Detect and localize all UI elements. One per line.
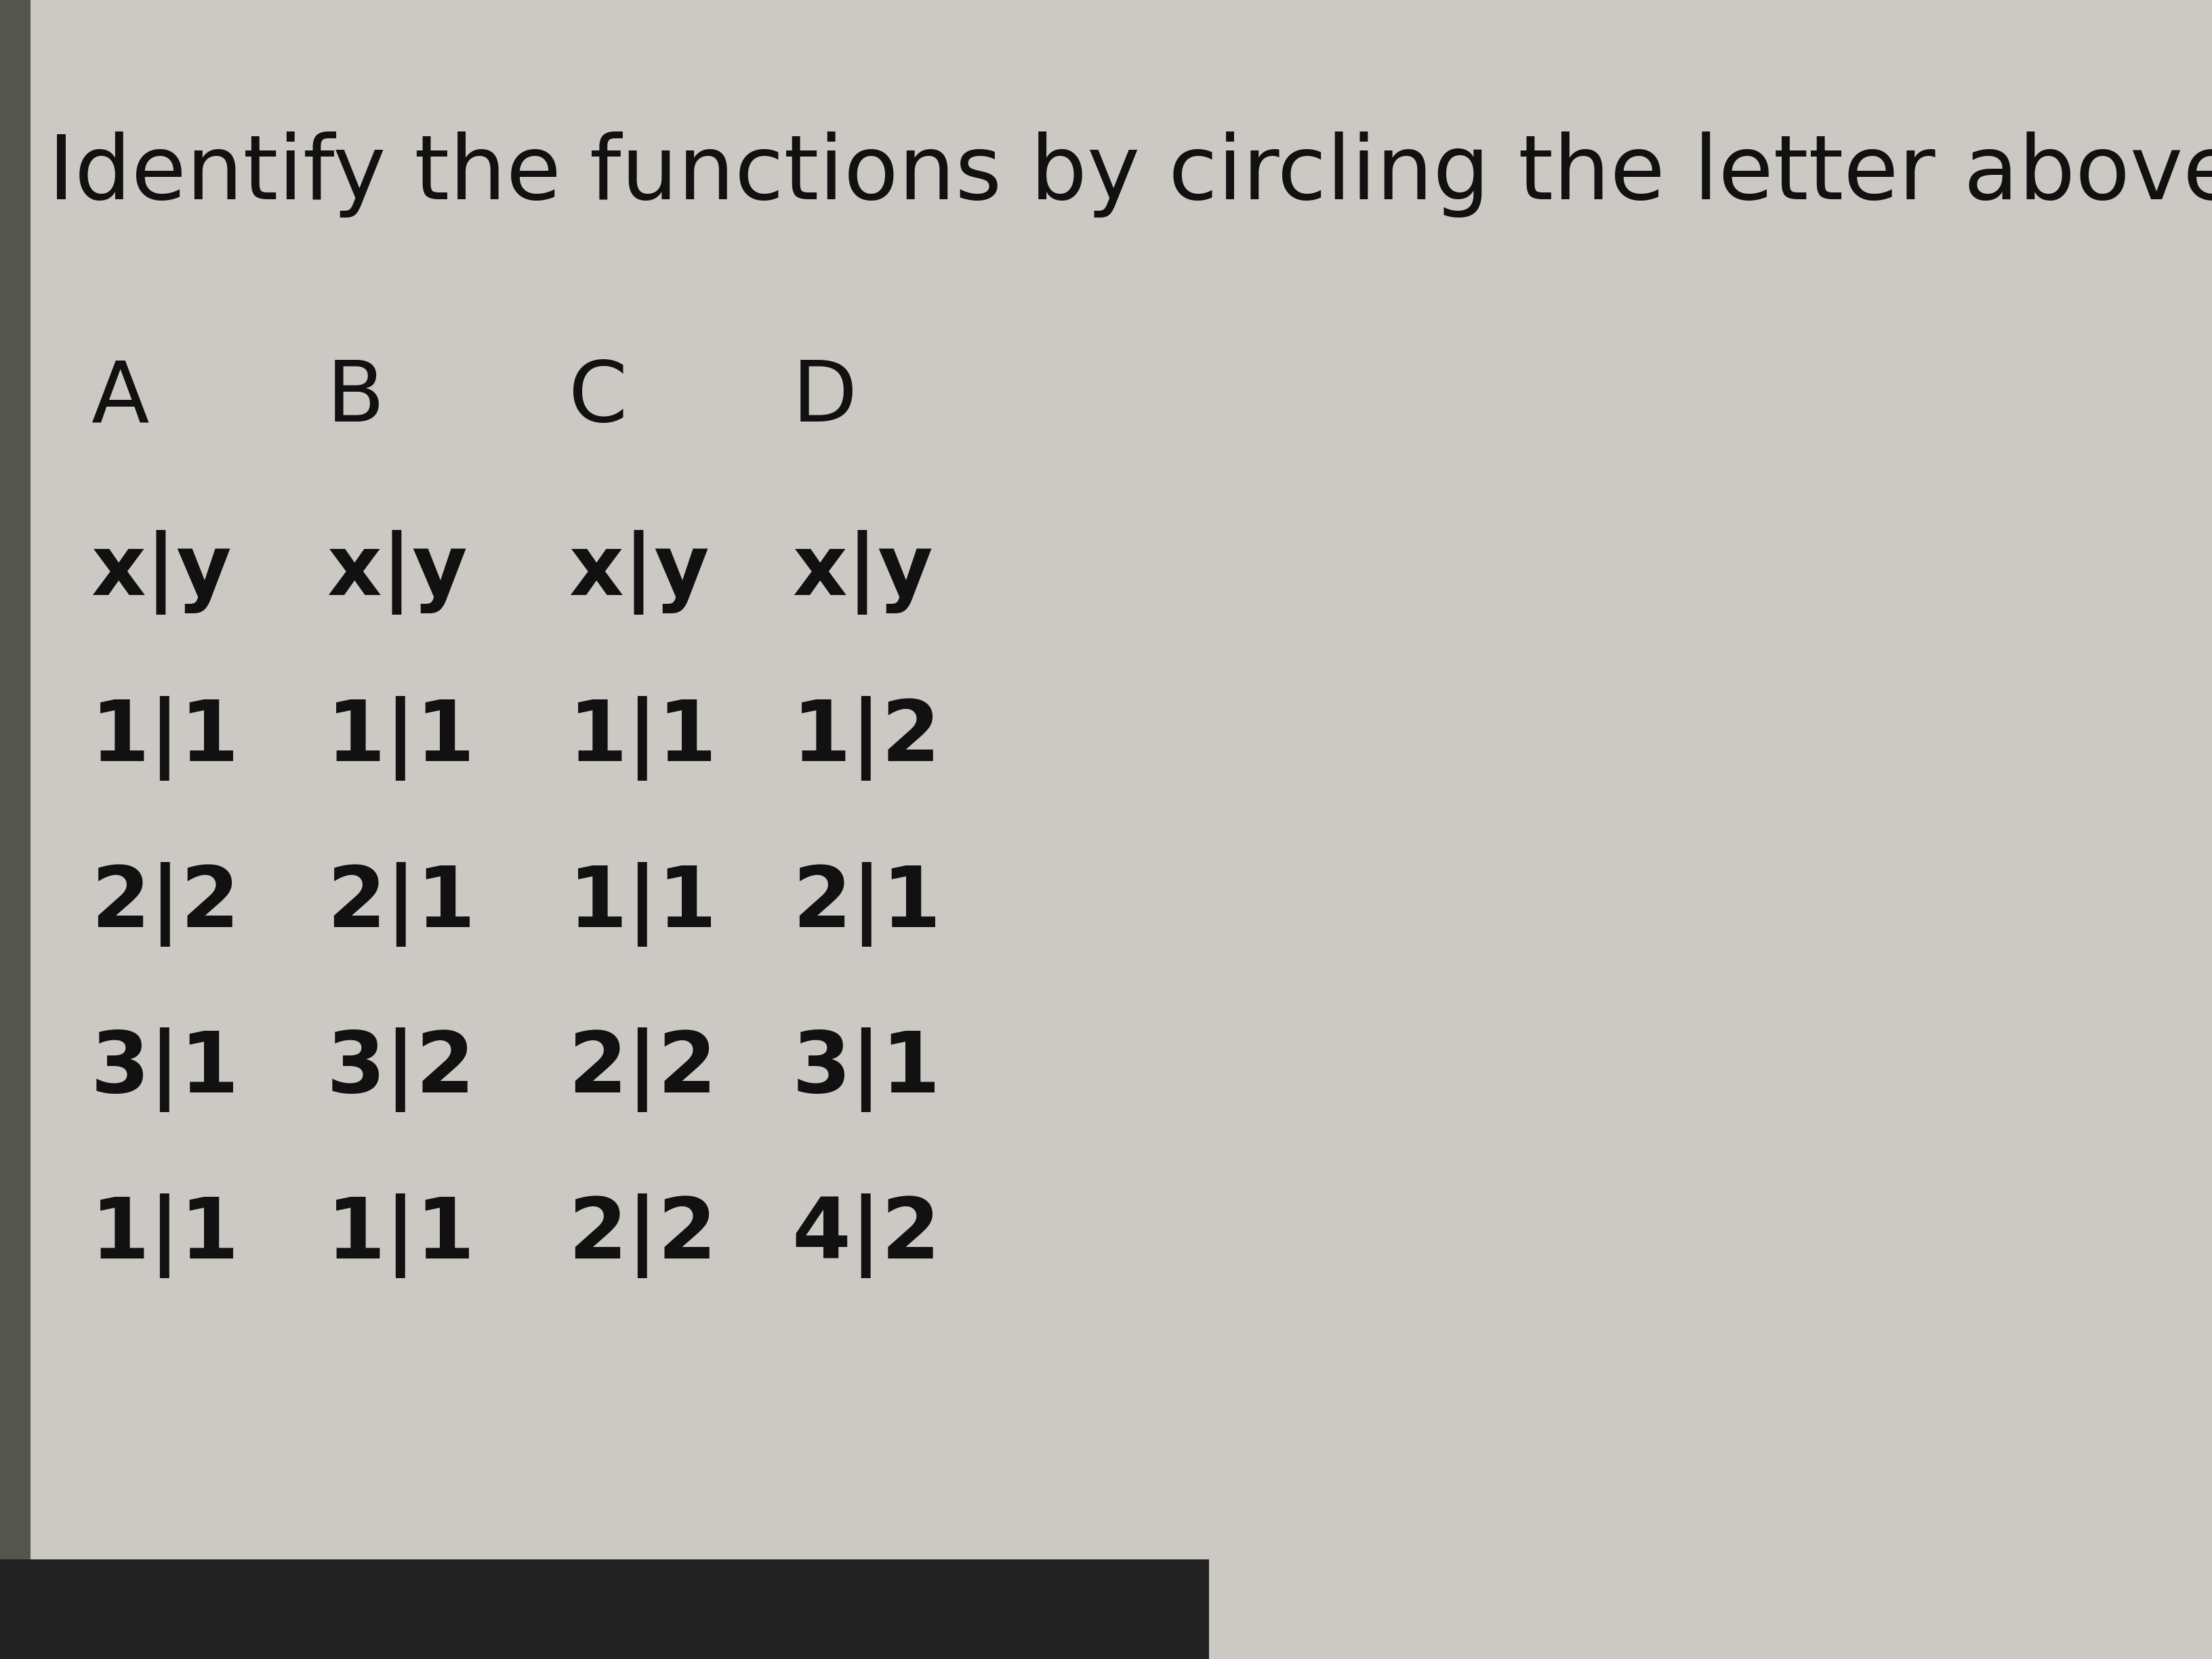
Text: C: C (568, 357, 628, 440)
Text: x|y: x|y (91, 529, 232, 615)
Bar (0, 0, 31, 1659)
Bar (0, 1559, 1210, 1659)
Text: x|y: x|y (568, 529, 710, 615)
Text: B: B (327, 357, 385, 440)
Text: Identify the functions by circling the letter above the table.: Identify the functions by circling the l… (49, 131, 2212, 217)
Text: 3|2: 3|2 (327, 1027, 476, 1113)
Text: x|y: x|y (792, 529, 933, 615)
Text: 1|1: 1|1 (91, 695, 239, 781)
Text: 3|1: 3|1 (91, 1027, 239, 1113)
Text: 1|1: 1|1 (327, 695, 476, 781)
Text: 2|2: 2|2 (568, 1027, 717, 1113)
Text: 2|2: 2|2 (91, 861, 239, 947)
Text: D: D (792, 357, 858, 440)
Text: x|y: x|y (327, 529, 467, 615)
Text: A: A (91, 357, 148, 440)
Text: 1|2: 1|2 (792, 695, 940, 781)
Text: 1|1: 1|1 (91, 1193, 239, 1279)
Text: 4|2: 4|2 (792, 1193, 940, 1279)
Text: 2|1: 2|1 (792, 861, 940, 947)
Text: 2|1: 2|1 (327, 861, 476, 947)
Text: 3|1: 3|1 (792, 1027, 940, 1113)
Text: 1|1: 1|1 (568, 861, 717, 947)
Text: 2|2: 2|2 (568, 1193, 717, 1279)
Text: 1|1: 1|1 (327, 1193, 476, 1279)
Text: 1|1: 1|1 (568, 695, 717, 781)
